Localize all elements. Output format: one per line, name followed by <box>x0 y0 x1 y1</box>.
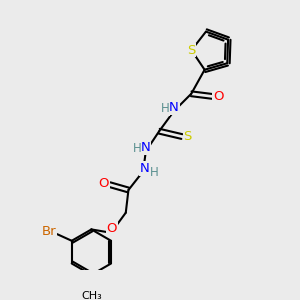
Text: N: N <box>140 162 149 175</box>
Text: O: O <box>99 177 109 190</box>
Text: O: O <box>213 90 224 103</box>
Text: CH₃: CH₃ <box>81 291 102 300</box>
Text: H: H <box>150 166 159 179</box>
Text: N: N <box>169 101 179 114</box>
Text: N: N <box>141 141 151 154</box>
Text: S: S <box>187 44 196 57</box>
Text: H: H <box>133 142 142 155</box>
Text: S: S <box>184 130 192 143</box>
Text: Br: Br <box>42 225 56 238</box>
Text: O: O <box>106 222 117 235</box>
Text: H: H <box>161 102 170 115</box>
